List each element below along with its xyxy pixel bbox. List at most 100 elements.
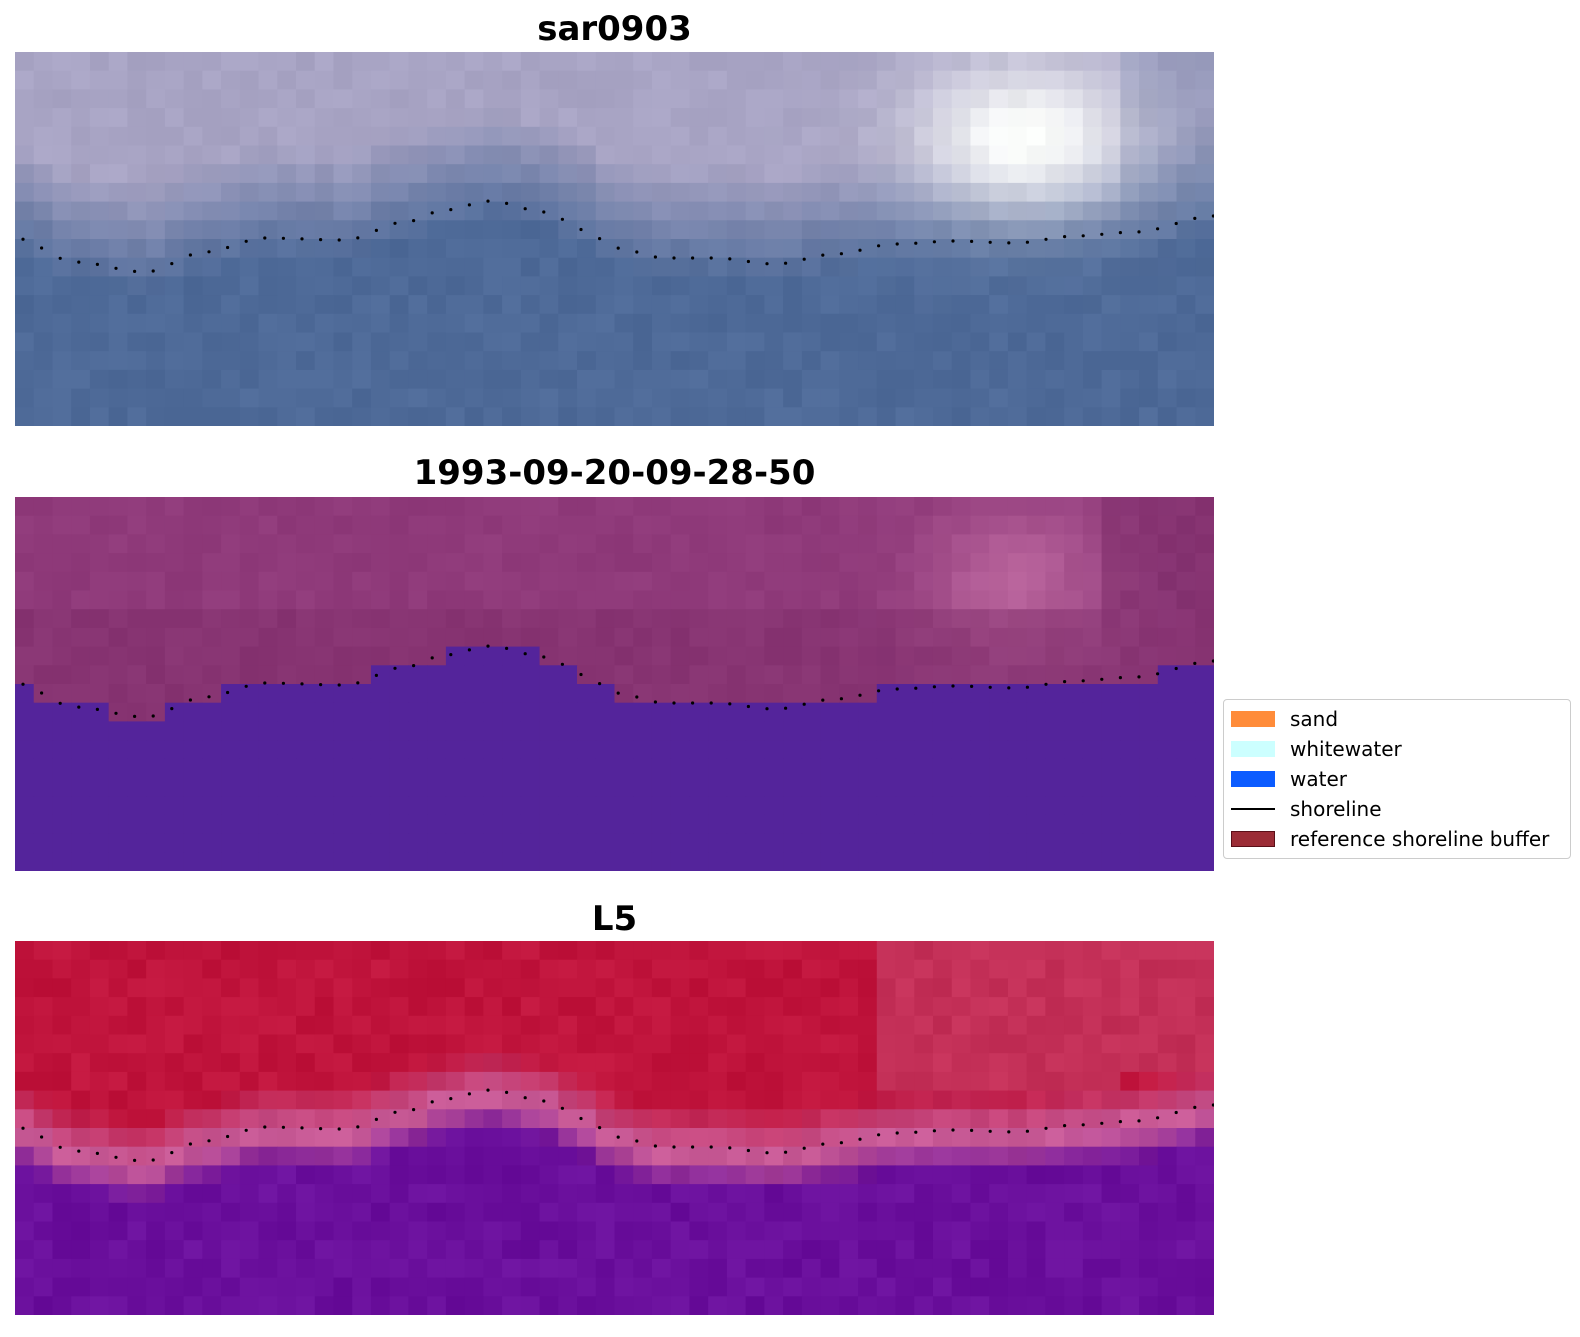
sar-pixel (258, 89, 278, 109)
index-pixel (689, 997, 709, 1017)
sar-pixel (1139, 295, 1159, 315)
index-pixel (876, 997, 897, 1017)
sar-pixel (127, 257, 147, 277)
sar-pixel (989, 332, 1009, 352)
index-pixel (764, 1258, 784, 1279)
sar-pixel (239, 220, 260, 240)
classified-pixel (333, 534, 353, 554)
sar-pixel (633, 332, 653, 352)
index-pixel (427, 1146, 447, 1166)
index-pixel (614, 1071, 634, 1092)
classified-pixel (146, 534, 166, 554)
classified-pixel (221, 665, 241, 685)
index-pixel (1120, 997, 1140, 1017)
index-pixel (258, 978, 278, 998)
sar-pixel (858, 164, 878, 184)
index-pixel (277, 1165, 297, 1185)
classified-pixel (539, 684, 559, 704)
sar-pixel (1064, 388, 1084, 408)
index-pixel (1007, 978, 1028, 998)
classified-pixel (577, 590, 597, 610)
classified-pixel (127, 833, 147, 853)
classified-pixel (1157, 833, 1178, 853)
sar-pixel (370, 276, 391, 296)
sar-pixel (1082, 182, 1103, 203)
classified-pixel (1120, 814, 1140, 835)
classified-pixel (764, 852, 784, 871)
index-pixel (15, 1277, 35, 1297)
classified-pixel (783, 814, 803, 835)
index-pixel (1082, 1090, 1103, 1110)
index-pixel (951, 1202, 972, 1223)
sar-pixel (296, 313, 316, 334)
classified-pixel (370, 721, 391, 741)
classified-pixel (408, 833, 428, 853)
index-pixel (1064, 1109, 1084, 1129)
classified-pixel (146, 665, 166, 685)
index-pixel (670, 1015, 691, 1036)
classified-pixel (89, 740, 110, 760)
index-pixel (876, 1015, 897, 1036)
index-pixel (202, 1034, 222, 1054)
index-pixel (1082, 1146, 1103, 1166)
classified-pixel (614, 627, 634, 648)
index-pixel (764, 1221, 784, 1241)
classified-pixel (726, 627, 747, 648)
sar-pixel (670, 332, 691, 352)
index-pixel (1026, 1221, 1046, 1241)
sar-pixel (745, 220, 765, 240)
classified-pixel (651, 702, 672, 722)
classified-pixel (52, 590, 72, 610)
index-pixel (33, 1184, 54, 1204)
index-pixel (670, 1296, 691, 1315)
index-pixel (801, 959, 822, 979)
shoreline-point (691, 1145, 695, 1149)
sar-pixel (895, 145, 915, 165)
index-pixel (670, 1071, 691, 1092)
index-pixel (71, 978, 91, 998)
index-pixel (127, 959, 147, 979)
sar-pixel (577, 257, 597, 277)
sar-pixel (464, 388, 484, 408)
classified-pixel (445, 721, 466, 741)
index-pixel (577, 1258, 597, 1279)
sar-pixel (71, 257, 91, 277)
classified-pixel (352, 497, 372, 517)
classified-pixel (277, 796, 297, 816)
sar-pixel (1176, 182, 1196, 203)
sar-pixel (595, 313, 616, 334)
classified-pixel (239, 740, 260, 760)
index-pixel (895, 1146, 915, 1166)
sar-pixel (352, 126, 372, 147)
index-pixel (333, 1277, 353, 1297)
classified-pixel (389, 796, 410, 816)
index-pixel (464, 1015, 484, 1036)
index-pixel (595, 1184, 616, 1204)
classified-pixel (1120, 553, 1140, 573)
classified-pixel (71, 684, 91, 704)
index-pixel (127, 1165, 147, 1185)
classified-pixel (989, 721, 1009, 741)
index-pixel (389, 1109, 410, 1129)
sar-pixel (670, 369, 691, 390)
index-pixel (183, 1146, 203, 1166)
index-pixel (858, 1015, 878, 1036)
sar-pixel (146, 295, 166, 315)
sar-pixel (839, 332, 859, 352)
index-pixel (52, 1165, 72, 1185)
index-pixel (1101, 1109, 1121, 1129)
index-pixel (1082, 1202, 1103, 1223)
sar-pixel (558, 89, 578, 109)
classified-pixel (15, 721, 35, 741)
sar-pixel (801, 332, 822, 352)
index-pixel (352, 941, 372, 961)
sar-pixel (389, 164, 410, 184)
classified-pixel (577, 553, 597, 573)
classified-pixel (783, 721, 803, 741)
classified-pixel (333, 497, 353, 517)
index-pixel (408, 1221, 428, 1241)
index-pixel (71, 1240, 91, 1260)
classified-pixel (783, 777, 803, 797)
index-pixel (539, 1184, 559, 1204)
sar-pixel (183, 407, 203, 426)
